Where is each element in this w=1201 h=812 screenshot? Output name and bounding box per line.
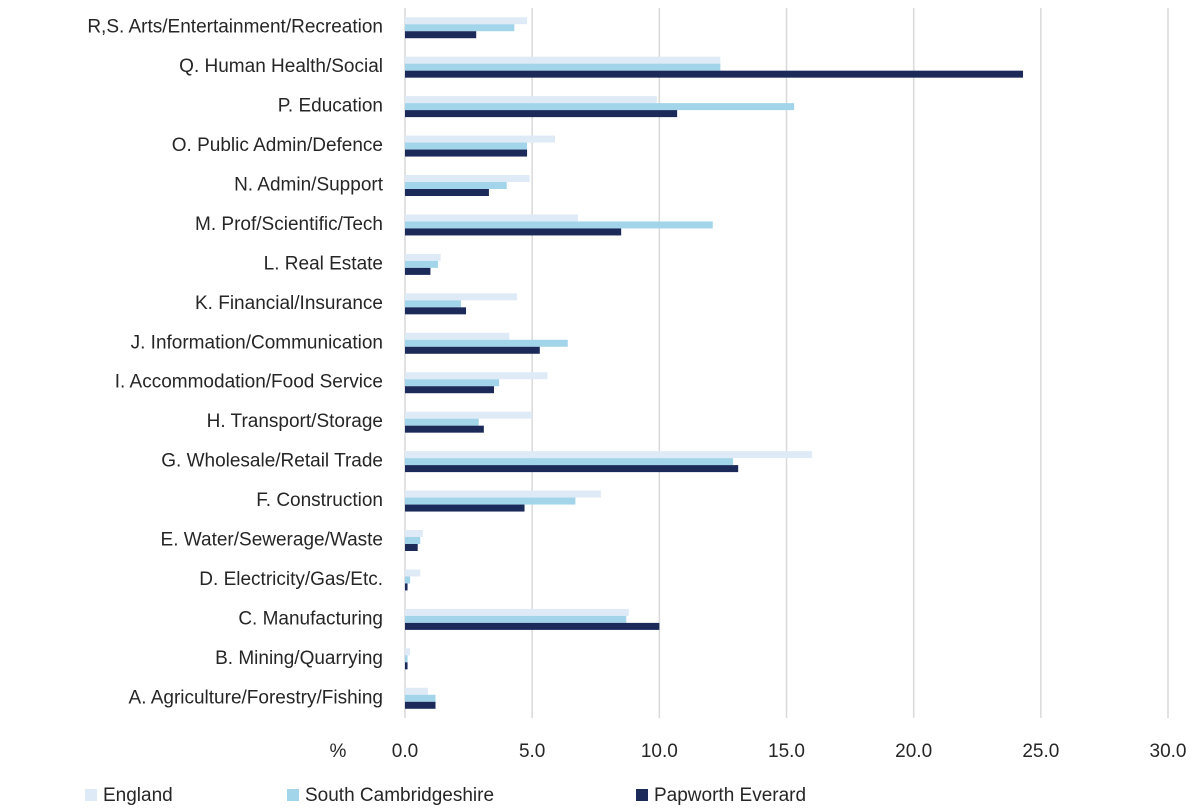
y-tick-label: Q. Human Health/Social	[179, 56, 383, 77]
y-tick-label: H. Transport/Storage	[207, 411, 383, 432]
bar	[405, 687, 428, 695]
bar	[405, 615, 627, 623]
x-tick-label: 20.0	[895, 741, 932, 762]
bar	[405, 135, 556, 143]
bar	[405, 537, 421, 544]
bar	[405, 293, 517, 301]
bar	[405, 221, 713, 229]
bar	[405, 103, 795, 111]
bar	[405, 189, 489, 196]
bar	[405, 386, 495, 394]
y-tick-label: A. Agriculture/Forestry/Fishing	[129, 687, 383, 708]
bar	[405, 411, 533, 419]
y-tick-label: J. Information/Communication	[131, 332, 383, 353]
bar	[405, 569, 421, 577]
bar	[405, 458, 734, 466]
bar	[405, 504, 525, 512]
y-tick-label: L. Real Estate	[264, 253, 383, 274]
x-tick-label: 0.0	[392, 741, 418, 762]
legend-swatch	[287, 789, 299, 801]
y-tick-label: B. Mining/Quarrying	[215, 648, 383, 669]
bar	[405, 307, 467, 315]
y-tick-label: K. Financial/Insurance	[195, 293, 383, 314]
bar	[405, 182, 507, 189]
bar	[405, 372, 548, 380]
bar	[405, 339, 568, 347]
y-tick-label: F. Construction	[256, 490, 383, 511]
bar	[405, 622, 660, 630]
y-tick-label: R,S. Arts/Entertainment/Recreation	[87, 17, 383, 38]
bar	[405, 300, 461, 308]
bar	[405, 267, 431, 275]
bar	[405, 31, 477, 39]
y-tick-label: O. Public Admin/Defence	[172, 135, 383, 156]
x-axis-label: %	[330, 741, 347, 762]
bar	[405, 17, 528, 25]
bar	[405, 662, 408, 670]
bar	[405, 214, 578, 222]
bar	[405, 530, 423, 537]
bar	[405, 260, 439, 268]
bar	[405, 425, 484, 433]
bar	[405, 56, 721, 64]
bar	[405, 63, 721, 71]
x-tick-label: 30.0	[1150, 741, 1187, 762]
bar	[405, 418, 479, 426]
bar	[405, 451, 812, 459]
bar	[405, 142, 528, 150]
x-tick-label: 5.0	[519, 741, 545, 762]
legend-label: England	[103, 785, 173, 806]
bar	[405, 497, 576, 505]
bar	[405, 110, 678, 118]
legend-label: South Cambridgeshire	[305, 785, 494, 806]
bar	[405, 24, 515, 32]
bar	[405, 701, 436, 709]
y-tick-label: I. Accommodation/Food Service	[115, 372, 383, 393]
y-tick-label: P. Education	[278, 96, 383, 117]
bar	[405, 253, 441, 261]
bar	[405, 655, 408, 663]
x-tick-label: 25.0	[1022, 741, 1059, 762]
bar	[405, 228, 622, 236]
y-tick-label: M. Prof/Scientific/Tech	[195, 214, 383, 235]
bar	[405, 346, 540, 354]
bar	[405, 379, 500, 387]
bar	[405, 70, 1024, 78]
bar	[405, 648, 411, 656]
y-tick-label: C. Manufacturing	[238, 608, 383, 629]
bar	[405, 96, 657, 104]
y-tick-label: G. Wholesale/Retail Trade	[161, 451, 383, 472]
legend-swatch	[636, 789, 648, 801]
bar	[405, 490, 601, 498]
bar	[405, 576, 411, 584]
y-tick-label: N. Admin/Support	[234, 175, 384, 196]
x-tick-label: 15.0	[768, 741, 805, 762]
bar	[405, 149, 528, 157]
y-tick-label: D. Electricity/Gas/Etc.	[199, 569, 383, 590]
bar	[405, 694, 436, 702]
bar	[405, 583, 408, 591]
bar	[405, 175, 530, 182]
bar	[405, 544, 418, 551]
bar	[405, 608, 629, 616]
bar	[405, 332, 510, 340]
y-tick-label: E. Water/Sewerage/Waste	[161, 530, 383, 551]
legend-swatch	[85, 789, 97, 801]
x-tick-label: 10.0	[641, 741, 678, 762]
bar	[405, 465, 739, 473]
legend-label: Papworth Everard	[654, 785, 806, 806]
